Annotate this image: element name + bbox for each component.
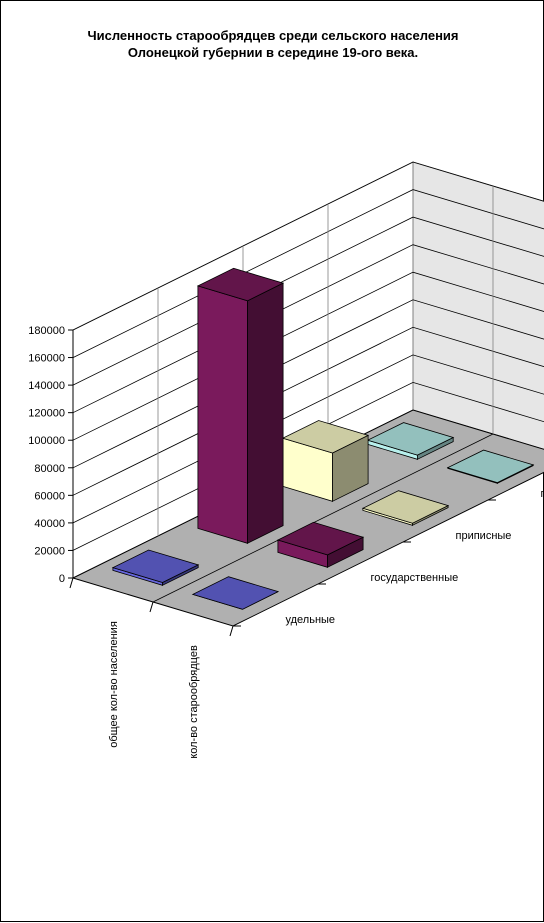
y-tick-label: 40000 xyxy=(34,518,65,530)
series-label: приписные xyxy=(456,530,512,542)
x-tick-mark xyxy=(150,602,153,612)
y-tick-label: 180000 xyxy=(28,325,65,337)
x-tick-mark xyxy=(230,626,233,636)
bar-2-1 xyxy=(198,268,283,543)
series-label: государственные xyxy=(371,572,459,584)
y-tick-label: 20000 xyxy=(34,545,65,557)
x-tick-mark xyxy=(70,578,73,588)
y-tick-label: 160000 xyxy=(28,353,65,365)
series-label: удельные xyxy=(286,614,336,626)
y-tick-label: 140000 xyxy=(28,380,65,392)
back-wall xyxy=(413,162,544,458)
y-tick-label: 120000 xyxy=(28,408,65,420)
category-label: общее кол-во населения xyxy=(108,621,120,748)
y-tick-label: 60000 xyxy=(34,490,65,502)
bar-side-face xyxy=(248,283,284,543)
bar-3-1 xyxy=(283,421,368,502)
bar-front-face xyxy=(198,286,248,543)
series-label: помещичьи xyxy=(541,488,544,500)
y-tick-label: 100000 xyxy=(28,435,65,447)
y-tick-label: 0 xyxy=(59,573,65,585)
y-tick-label: 80000 xyxy=(34,463,65,475)
category-label: кол-во старообрядцев xyxy=(188,645,200,759)
